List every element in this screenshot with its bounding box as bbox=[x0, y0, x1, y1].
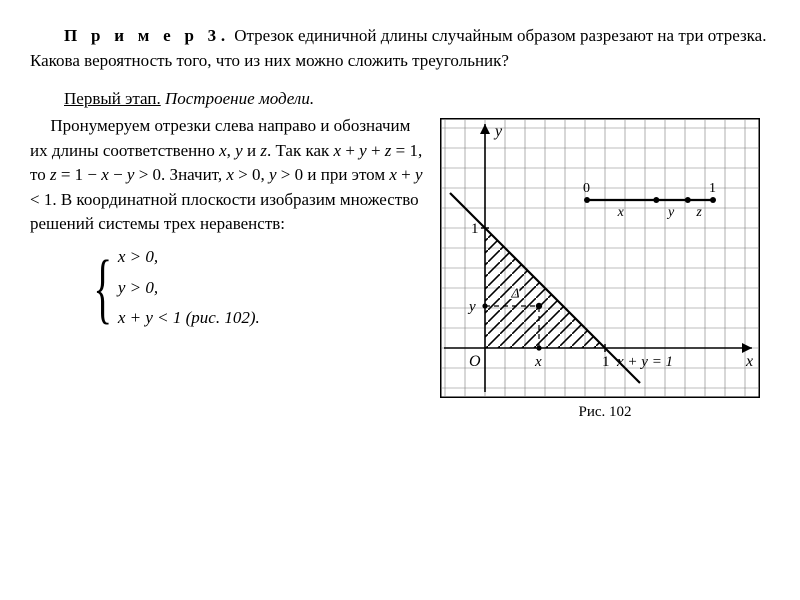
txt: > 0 и при этом bbox=[277, 165, 390, 184]
txt: и bbox=[243, 141, 261, 160]
example-title: П р и м е р 3. Отрезок единичной длины с… bbox=[30, 24, 770, 73]
txt: + bbox=[397, 165, 415, 184]
body-paragraph: Пронумеруем отрезки слева направо и обоз… bbox=[30, 114, 426, 237]
var-y2: y bbox=[269, 165, 277, 184]
figure-102: ΔΔyxO11xyx + y = 101xyz bbox=[440, 118, 760, 398]
svg-text:1: 1 bbox=[602, 354, 610, 370]
svg-text:y: y bbox=[493, 123, 503, 140]
txt: > 0, bbox=[234, 165, 269, 184]
svg-text:x: x bbox=[534, 354, 542, 370]
svg-text:Δ: Δ bbox=[510, 287, 519, 302]
case-3: x + y < 1 (рис. 102). bbox=[118, 306, 260, 331]
svg-text:1: 1 bbox=[471, 221, 479, 237]
svg-text:1: 1 bbox=[709, 181, 716, 196]
example-label: П р и м е р 3. bbox=[64, 26, 230, 45]
brace-icon: { bbox=[94, 257, 113, 319]
txt: < 1. В координатной плоскости изобразим … bbox=[30, 190, 419, 234]
svg-text:y: y bbox=[467, 299, 476, 315]
txt: , bbox=[227, 141, 236, 160]
stage-text: Построение модели. bbox=[165, 89, 314, 108]
sum-y: y bbox=[415, 165, 423, 184]
txt: + bbox=[341, 141, 359, 160]
stage-line: Первый этап. Построение модели. bbox=[30, 87, 770, 112]
txt: > 0. Значит, bbox=[134, 165, 226, 184]
right-column: ΔΔyxO11xyx + y = 101xyz Рис. 102 bbox=[440, 114, 770, 424]
svg-text:x + y = 1: x + y = 1 bbox=[616, 354, 673, 370]
txt: . Так как bbox=[267, 141, 334, 160]
eq-x2: x bbox=[101, 165, 109, 184]
txt: − bbox=[109, 165, 127, 184]
var-z: z bbox=[260, 141, 267, 160]
stage-label: Первый этап. bbox=[64, 89, 161, 108]
system-of-inequalities: { x > 0, y > 0, x + y < 1 (рис. 102). bbox=[30, 245, 426, 331]
case-1: x > 0, bbox=[118, 245, 260, 270]
svg-text:0: 0 bbox=[583, 181, 590, 196]
svg-text:y: y bbox=[666, 205, 675, 220]
svg-text:O: O bbox=[469, 353, 481, 370]
eq-y: y bbox=[359, 141, 367, 160]
svg-text:x: x bbox=[617, 205, 625, 220]
case-2: y > 0, bbox=[118, 276, 260, 301]
var-x: x bbox=[219, 141, 227, 160]
txt: = 1 − bbox=[57, 165, 102, 184]
svg-text:x: x bbox=[745, 353, 753, 370]
sum-x: x bbox=[389, 165, 397, 184]
var-x2: x bbox=[226, 165, 234, 184]
eq-x: x bbox=[334, 141, 342, 160]
txt: + bbox=[367, 141, 385, 160]
figure-caption: Рис. 102 bbox=[440, 402, 770, 424]
var-y: y bbox=[235, 141, 243, 160]
eq-z2: z bbox=[50, 165, 57, 184]
left-column: Пронумеруем отрезки слева направо и обоз… bbox=[30, 114, 432, 424]
svg-text:z: z bbox=[695, 205, 702, 220]
